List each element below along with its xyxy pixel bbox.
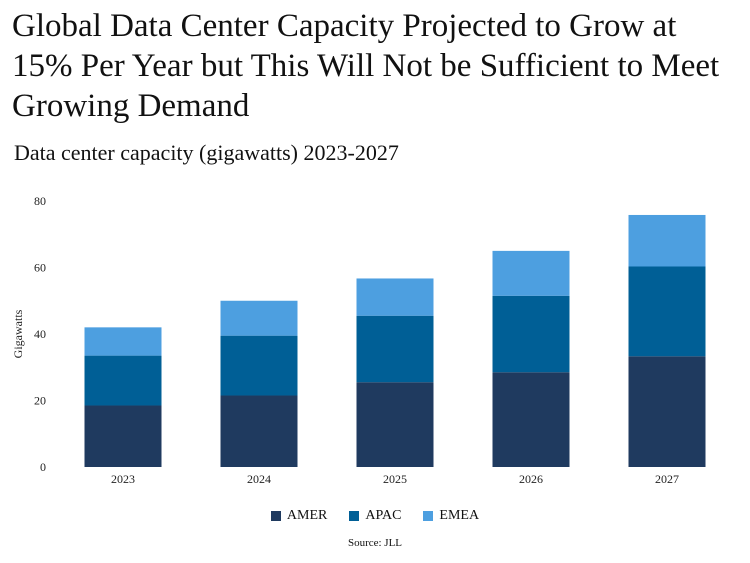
chart-subtitle: Data center capacity (gigawatts) 2023-20…	[14, 140, 399, 165]
y-tick-label: 80	[34, 194, 46, 208]
legend-label: EMEA	[439, 508, 480, 523]
bar-apac-2027	[628, 266, 706, 357]
bar-apac-2026	[492, 295, 570, 373]
chart-legend: AMER APAC EMEA	[0, 508, 750, 524]
bar-emea-2027	[628, 214, 706, 267]
y-axis-label: Gigawatts	[11, 309, 25, 358]
bar-amer-2025	[356, 382, 434, 467]
legend-swatch	[423, 511, 434, 521]
stacked-bar-chart: 0 20 40 60 80 Gigawatts 2023 2024 2025 2026 2027	[11, 194, 706, 486]
bar-amer-2027	[628, 356, 706, 467]
x-tick-label: 2026	[519, 472, 543, 486]
legend-swatch	[270, 511, 281, 521]
legend-item-apac: APAC	[349, 508, 401, 524]
x-tick-label: 2023	[111, 472, 135, 486]
source-note: Source: JLL	[347, 537, 403, 549]
legend-item-amer: AMER	[270, 508, 328, 524]
bar-amer-2024	[220, 395, 298, 467]
bar-emea-2023	[84, 327, 162, 356]
bar-emea-2025	[356, 278, 434, 316]
bar-amer-2026	[492, 372, 570, 467]
bar-emea-2026	[492, 250, 570, 296]
y-tick-label: 60	[34, 261, 46, 275]
x-tick-label: 2024	[247, 472, 271, 486]
chart-title: Global Data Center Capacity Projected to…	[12, 8, 720, 124]
legend-label: AMER	[286, 508, 328, 523]
legend-swatch	[349, 511, 360, 521]
x-tick-label: 2027	[655, 472, 679, 486]
bar-amer-2023	[84, 405, 162, 467]
legend-item-emea: EMEA	[423, 508, 479, 524]
y-tick-label: 0	[40, 460, 46, 474]
x-tick-label: 2025	[383, 472, 407, 486]
y-tick-label: 20	[34, 394, 46, 408]
bar-apac-2023	[84, 355, 162, 406]
bar-apac-2025	[356, 315, 434, 383]
legend-label: APAC	[365, 508, 402, 523]
bar-emea-2024	[220, 300, 298, 336]
y-tick-label: 40	[34, 327, 46, 341]
bar-apac-2024	[220, 335, 298, 396]
